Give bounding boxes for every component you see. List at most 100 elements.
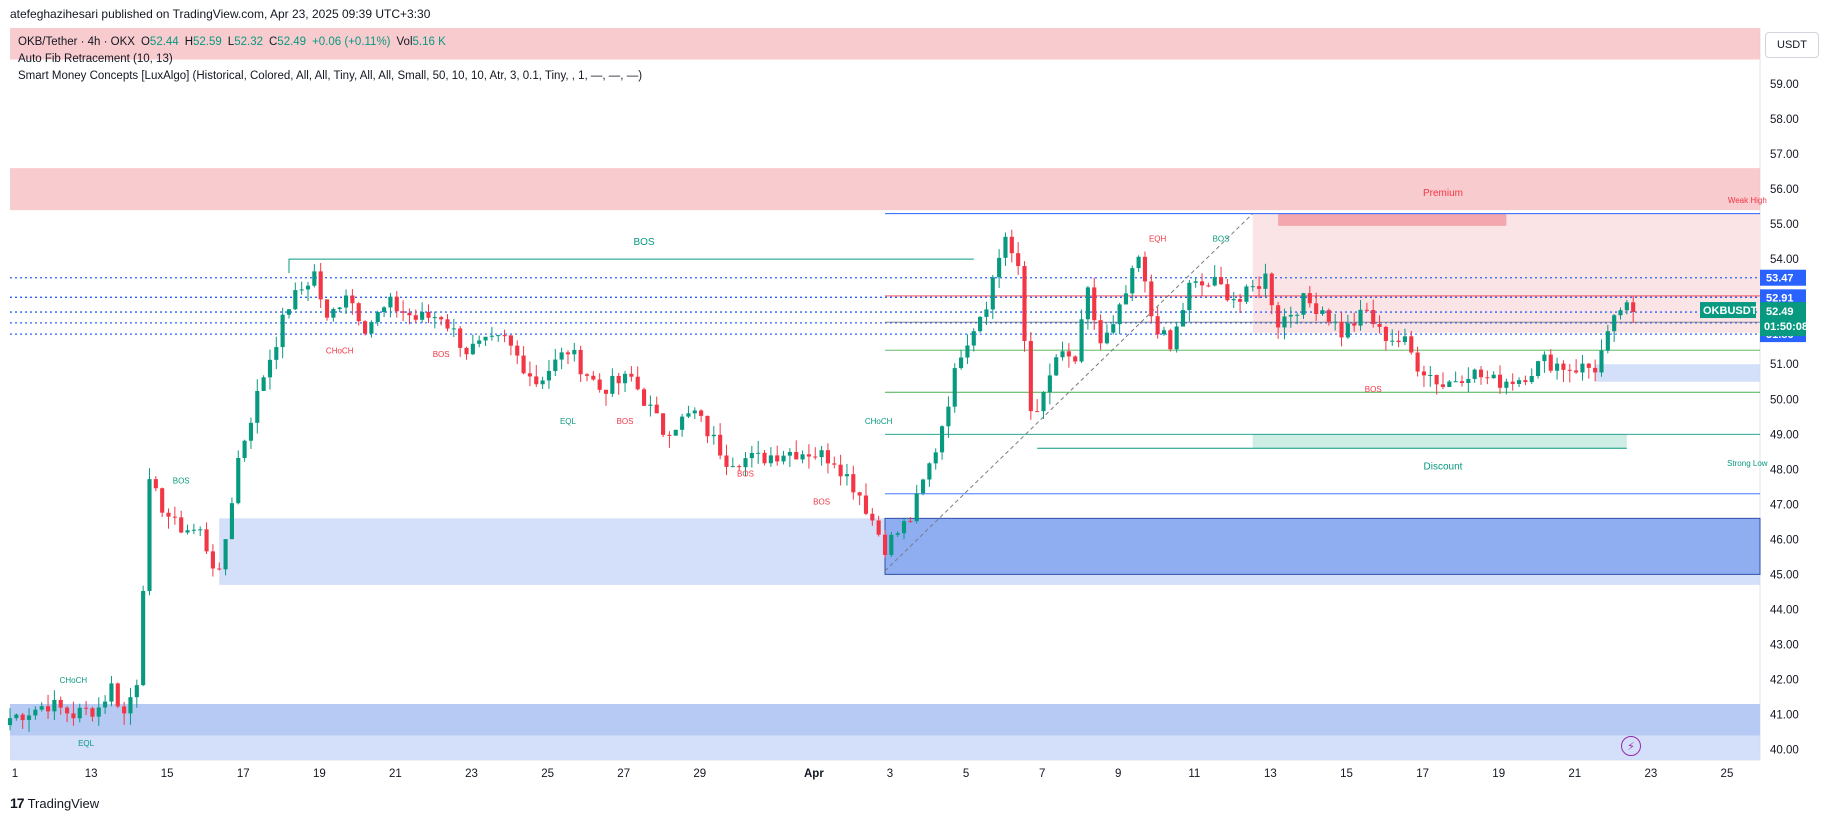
candle-body	[1231, 299, 1236, 301]
x-tick-label: 21	[389, 768, 402, 780]
candle-body	[267, 359, 273, 378]
symbol-title[interactable]: OKB/Tether · 4h · OKX	[18, 36, 135, 48]
candle-body	[1586, 363, 1591, 368]
x-tick-label: 5	[963, 768, 969, 780]
candle-body	[946, 406, 951, 427]
candle-body	[718, 434, 723, 456]
candle-body	[1377, 324, 1382, 327]
annotation-label: BOS	[737, 469, 754, 478]
x-tick-label: 1	[12, 768, 18, 780]
candle-body	[908, 521, 913, 523]
candle-body	[1244, 286, 1249, 302]
candle-body	[464, 347, 469, 355]
candle-body	[1333, 321, 1338, 323]
x-tick-label: 19	[313, 768, 326, 780]
candle-body	[1276, 305, 1281, 328]
candle-body	[286, 309, 292, 315]
candle-body	[667, 434, 672, 436]
candle-body	[33, 709, 38, 716]
candle-body	[1111, 324, 1116, 333]
candle-body	[1605, 331, 1610, 351]
candle-body	[578, 349, 583, 375]
candle-body	[1326, 310, 1331, 322]
candle-body	[521, 355, 526, 374]
candle-body	[781, 455, 786, 462]
candle-body	[851, 474, 856, 493]
candle-body	[1466, 378, 1471, 384]
annotation-label: BOS	[1365, 385, 1382, 394]
y-tick-label: 45.00	[1770, 569, 1799, 581]
candle-body	[1409, 336, 1414, 353]
candle-body	[927, 463, 932, 480]
candle-body	[1041, 392, 1046, 412]
candle-body	[445, 319, 450, 329]
symbol-tag-label: OKBUSDT	[1703, 305, 1758, 317]
grid-layer	[10, 28, 1761, 761]
candle-body	[1092, 287, 1097, 321]
footer-brand[interactable]: 17 TradingView	[10, 795, 99, 811]
candle-body	[1130, 268, 1135, 294]
y-tick-label: 51.00	[1770, 359, 1799, 371]
candle-body	[451, 328, 456, 330]
candle-body	[914, 493, 919, 522]
candle-body	[147, 479, 152, 592]
x-tick-label: 23	[465, 768, 478, 780]
current-price-tag: 52.49 01:50:08	[1760, 302, 1808, 337]
candle-body	[420, 311, 425, 320]
candle-body	[242, 440, 247, 458]
candle-body	[794, 451, 799, 460]
brand-name: TradingView	[27, 795, 100, 811]
candle-body	[84, 707, 89, 709]
candle-body	[1459, 381, 1465, 384]
candle-body	[1314, 303, 1319, 314]
axes: 60.0059.0058.0057.0056.0055.0054.0053.00…	[12, 44, 1799, 780]
candle-body	[337, 307, 342, 310]
publisher-line: atefeghazihesari published on TradingVie…	[10, 7, 431, 21]
candle-body	[1161, 330, 1167, 335]
candle-body	[375, 312, 380, 322]
candle-body	[1345, 323, 1350, 338]
candle-body	[1174, 326, 1179, 350]
level-lines	[10, 213, 1760, 572]
candle-body	[661, 413, 666, 435]
y-tick-label: 55.00	[1770, 219, 1799, 231]
candle-body	[546, 370, 552, 381]
candle-body	[1421, 371, 1427, 376]
premium-range	[1252, 213, 1760, 333]
candle-body	[432, 317, 437, 319]
annotation-label: EQL	[560, 417, 577, 426]
candle-body	[1561, 363, 1566, 370]
candle-body	[96, 707, 101, 717]
candle-body	[610, 375, 615, 394]
candle-body	[1593, 367, 1598, 373]
lightning-icon[interactable]: ⚡	[1621, 736, 1641, 756]
candle-body	[806, 454, 811, 457]
candle-body	[122, 706, 127, 714]
candle-body	[134, 685, 139, 698]
candle-body	[882, 534, 888, 555]
countdown-label: 01:50:08	[1764, 321, 1808, 333]
candle-body	[318, 271, 323, 300]
candle-body	[680, 416, 685, 430]
currency-button[interactable]: USDT	[1765, 32, 1819, 58]
candle-body	[229, 503, 234, 540]
high-label: H	[184, 36, 194, 48]
candle-body	[109, 683, 114, 702]
candle-body	[39, 706, 44, 710]
x-tick-label: 13	[1264, 768, 1277, 780]
candle-body	[210, 551, 215, 569]
candle-body	[1238, 299, 1243, 302]
candle-body	[305, 285, 311, 290]
candle-body	[458, 328, 463, 348]
candle-body	[1269, 273, 1274, 306]
candle-body	[1035, 411, 1040, 413]
candles	[7, 229, 1636, 732]
indicator-smc[interactable]: Smart Money Concepts [LuxAlgo] (Historic…	[18, 70, 643, 82]
candle-body	[743, 458, 748, 468]
order-block-4	[10, 735, 1760, 760]
price-tag: 53.47	[1760, 269, 1806, 286]
annotation-label: BOS	[173, 476, 190, 485]
indicator-fib[interactable]: Auto Fib Retracement (10, 13)	[18, 53, 173, 65]
candle-body	[1453, 381, 1458, 383]
